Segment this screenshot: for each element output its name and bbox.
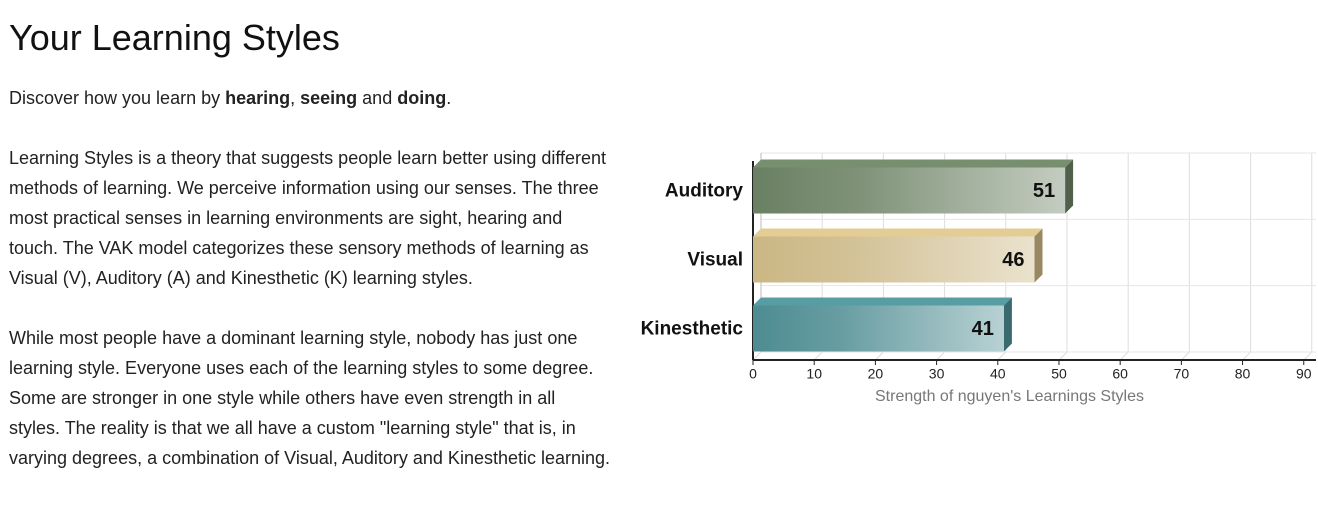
- x-tick-label: 40: [990, 366, 1006, 382]
- keyword: hearing: [225, 88, 291, 108]
- value-label: 41: [972, 318, 994, 340]
- bar-top: [753, 228, 1043, 237]
- text: and: [357, 88, 398, 108]
- x-axis-title: Strength of nguyen's Learnings Styles: [875, 388, 1144, 405]
- content: Your Learning Styles Discover how you le…: [9, 17, 1318, 468]
- x-tick-label: 60: [1112, 366, 1128, 382]
- bar-side: [1034, 228, 1043, 283]
- category-label: Kinesthetic: [641, 319, 744, 340]
- bar-top: [753, 159, 1074, 168]
- category-label: Auditory: [665, 181, 744, 202]
- bar-side: [1003, 297, 1012, 352]
- grid-floor: [1058, 351, 1068, 361]
- chart-container: 0 10 20 30 40 50 60 70 80 90 Strength of nguyen's …: [618, 143, 1318, 438]
- paragraph: Learning Styles is a theory that suggest…: [9, 148, 607, 288]
- x-tick-label: 50: [1051, 366, 1067, 382]
- value-label: 46: [1002, 249, 1024, 271]
- x-tick-label: 90: [1296, 366, 1312, 382]
- page-title: Your Learning Styles: [9, 17, 340, 58]
- x-tick-label: 70: [1174, 366, 1190, 382]
- grid-floor: [1242, 351, 1251, 361]
- grid-floor: [1119, 351, 1129, 361]
- paragraph: While most people have a dominant learni…: [9, 328, 611, 468]
- bar-top: [753, 297, 1012, 306]
- x-tick-label: 30: [929, 366, 945, 382]
- x-tick-label: 10: [806, 366, 822, 382]
- x-tick-label: 0: [749, 366, 757, 382]
- intro: Discover how you learn by hearing, seein…: [9, 83, 1318, 113]
- bar-side: [1065, 159, 1074, 214]
- keyword: doing: [397, 88, 447, 108]
- text: .: [446, 88, 452, 108]
- grid-floor: [1181, 351, 1190, 361]
- chart: 0 10 20 30 40 50 60 70 80 90 Strength of nguyen's …: [641, 152, 1316, 405]
- grid-floor: [1303, 351, 1313, 361]
- category-label: Visual: [687, 250, 743, 271]
- bar-shine: [753, 236, 1035, 283]
- grid-floor: [813, 351, 823, 361]
- grid-floor: [752, 351, 762, 361]
- x-tick-label: 80: [1235, 366, 1251, 382]
- bar-shine: [753, 167, 1066, 214]
- text: ,: [290, 88, 301, 108]
- grid-floor: [936, 351, 945, 361]
- grid-floor: [875, 351, 884, 361]
- keyword: seeing: [300, 88, 358, 108]
- x-tick-label: 20: [868, 366, 884, 382]
- value-label: 51: [1033, 180, 1055, 202]
- bar-shine: [753, 305, 1004, 352]
- text: Discover how you learn by: [9, 88, 226, 108]
- grid-floor: [997, 351, 1007, 361]
